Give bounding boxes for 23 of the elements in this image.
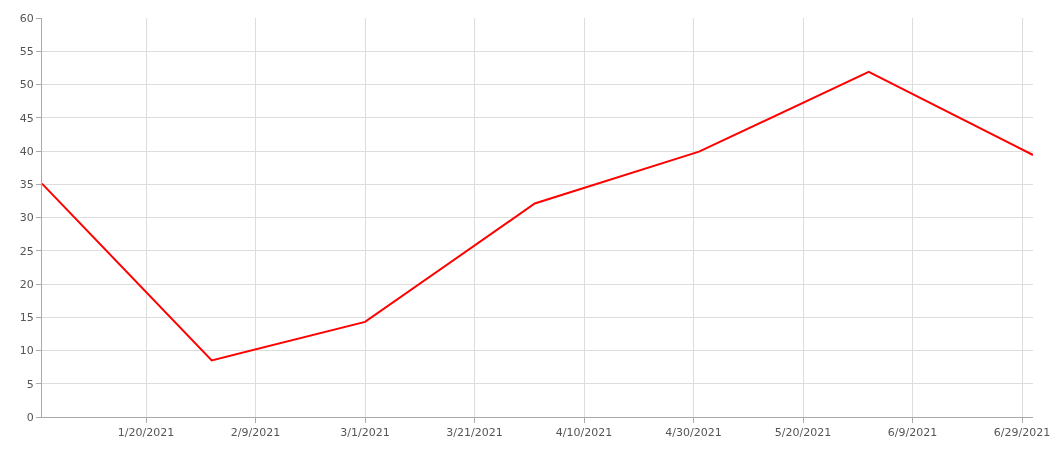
y-tick-label: 50	[19, 78, 34, 92]
x-tick-label: 1/20/2021	[117, 426, 175, 440]
y-tick-label: 60	[19, 11, 34, 25]
x-tick-label: 3/21/2021	[446, 426, 503, 440]
x-tick-label: 6/9/2021	[887, 426, 938, 440]
y-tick-label: 55	[19, 45, 34, 59]
y-tick-label: 40	[19, 144, 34, 158]
y-tick-label: 10	[19, 344, 34, 358]
x-tick-label: 5/20/2021	[774, 426, 832, 440]
x-tick-label: 3/1/2021	[340, 426, 390, 440]
y-tick-label: 35	[19, 178, 34, 192]
y-tick-label: 5	[26, 377, 34, 391]
y-tick-label: 25	[19, 244, 34, 258]
y-tick-label: 15	[19, 311, 34, 325]
y-tick-label: 45	[19, 111, 34, 125]
x-tick-label: 6/29/2021	[993, 426, 1051, 440]
y-tick-label: 20	[19, 277, 34, 291]
x-tick-label: 4/10/2021	[555, 426, 613, 440]
line-series	[42, 70, 1033, 362]
y-tick-label: 0	[26, 410, 34, 424]
y-tick-label: 30	[19, 211, 34, 225]
x-tick-label: 2/9/2021	[230, 426, 281, 440]
x-tick-label: 4/30/2021	[665, 426, 722, 440]
